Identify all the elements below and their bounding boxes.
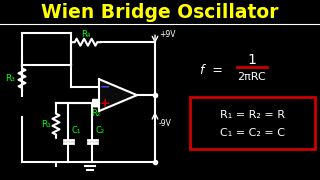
Text: 2πRC: 2πRC xyxy=(238,72,266,82)
Text: Wien Bridge Oscillator: Wien Bridge Oscillator xyxy=(41,3,279,22)
Text: R₃: R₃ xyxy=(5,74,15,83)
Text: 1: 1 xyxy=(248,53,256,67)
Text: C₁ = C₂ = C: C₁ = C₂ = C xyxy=(220,128,285,138)
Text: +9V: +9V xyxy=(159,30,175,39)
Text: f  =: f = xyxy=(200,64,223,77)
Text: −: − xyxy=(100,81,110,94)
Text: R₁: R₁ xyxy=(41,120,51,129)
Polygon shape xyxy=(99,79,137,111)
Bar xyxy=(190,97,315,149)
Text: C₁: C₁ xyxy=(72,126,81,135)
Text: R₂: R₂ xyxy=(91,109,100,118)
Text: R₁ = R₂ = R: R₁ = R₂ = R xyxy=(220,110,285,120)
Text: R₄: R₄ xyxy=(81,30,91,39)
Text: C₂: C₂ xyxy=(95,126,104,135)
Text: +: + xyxy=(100,97,110,110)
Text: -9V: -9V xyxy=(159,119,172,128)
